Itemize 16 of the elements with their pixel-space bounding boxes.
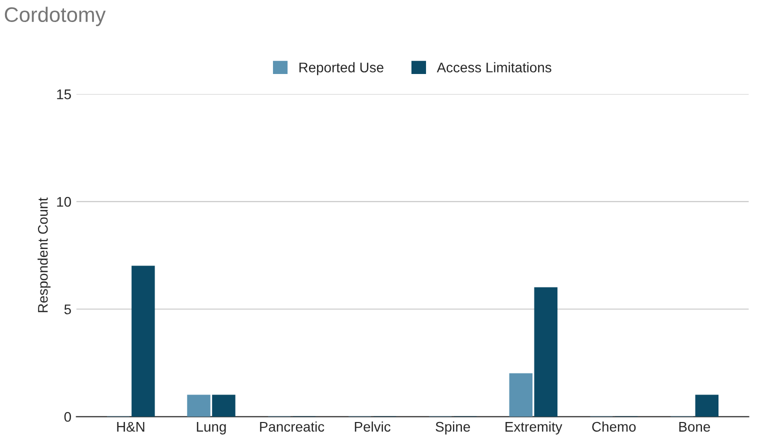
y-tick-label: 0 bbox=[64, 412, 71, 422]
x-tick-label: Pelvic bbox=[354, 422, 390, 432]
x-tick-label: Pancreatic bbox=[260, 422, 324, 432]
y-axis-title: Respondent Count bbox=[38, 198, 51, 312]
chart-title: Cordotomy bbox=[4, 6, 106, 26]
x-tick-label: Bone bbox=[679, 422, 710, 432]
x-tick-label: Chemo bbox=[592, 422, 636, 432]
x-tick-label: H&N bbox=[117, 422, 144, 432]
x-tick-label: Lung bbox=[196, 422, 226, 434]
y-tick-label: 5 bbox=[64, 304, 71, 314]
x-tick-label: Spine bbox=[436, 422, 470, 434]
legend-label: Reported Use bbox=[299, 62, 384, 76]
x-tick-label: Extremity bbox=[506, 422, 562, 434]
y-tick-label: 15 bbox=[57, 90, 71, 100]
legend-label: Access Limitations bbox=[436, 62, 552, 72]
y-tick-label: 10 bbox=[57, 196, 71, 207]
